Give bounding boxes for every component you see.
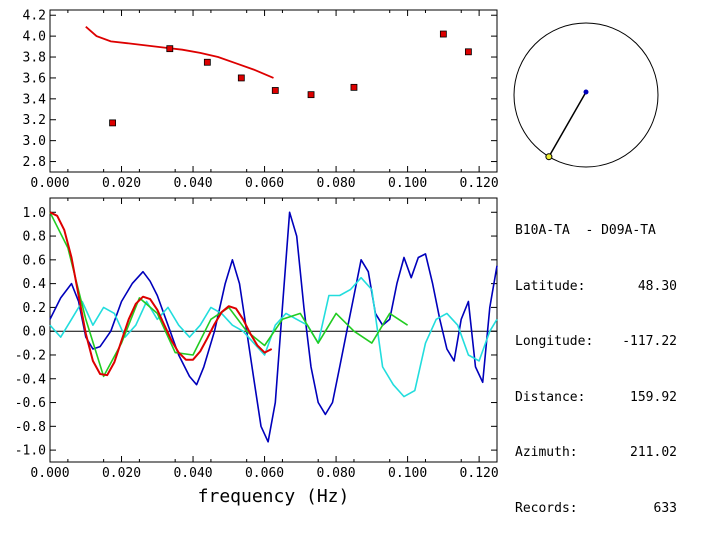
top-ytick-label: 2.8 bbox=[23, 155, 46, 170]
model-curve bbox=[85, 26, 274, 79]
data-point bbox=[203, 58, 211, 66]
bottom-ytick-label: 0.6 bbox=[23, 253, 46, 268]
data-point bbox=[109, 119, 116, 127]
longitude-value: -117.22 bbox=[622, 334, 677, 349]
correlation-line-chart: 0.000 0.020 0.040 0.060 0.080 0.100 0.120 1.0 0.… bbox=[15, 197, 499, 507]
top-xtick-label: 0.060 bbox=[245, 176, 284, 191]
velocity-scatter-chart: 0.000 0.020 0.040 0.060 0.080 0.100 0.120 2.8 3.… bbox=[23, 9, 499, 191]
info-row-records: Records: 633 bbox=[515, 500, 677, 519]
bottom-ytick-label: 0.4 bbox=[23, 277, 47, 292]
longitude-label: Longitude: bbox=[515, 334, 594, 349]
bottom-ytick-label: 0.8 bbox=[23, 230, 46, 245]
azimuth-dial-tip bbox=[545, 153, 553, 161]
azimuth-dial-circle bbox=[513, 22, 659, 168]
data-point bbox=[166, 45, 174, 53]
bottom-xtick-label: 0.020 bbox=[102, 466, 141, 481]
bottom-ytick-label: -0.4 bbox=[15, 372, 46, 387]
info-row-latitude: Latitude: 48.30 bbox=[515, 278, 677, 297]
top-ytick-label: 3.0 bbox=[23, 134, 46, 149]
station-pair-title: B10A-TA - D09A-TA bbox=[515, 223, 656, 238]
info-row-distance: Distance: 159.92 bbox=[515, 389, 677, 408]
top-ytick-label: 4.0 bbox=[23, 30, 46, 45]
latitude-label: Latitude: bbox=[515, 278, 586, 294]
bottom-ytick-label: 0.2 bbox=[23, 301, 46, 316]
bottom-xtick-label: 0.120 bbox=[460, 466, 499, 481]
bottom-ytick-label: -0.6 bbox=[15, 396, 46, 411]
top-xtick-label: 0.080 bbox=[317, 176, 356, 191]
series-line-cyan bbox=[49, 276, 498, 398]
bottom-xtick-label: 0.080 bbox=[317, 466, 356, 481]
bottom-xtick-label: 0.000 bbox=[30, 466, 69, 481]
top-xtick-label: 0.020 bbox=[102, 176, 141, 191]
station-info-panel: B10A-TA - D09A-TA Latitude: 48.30 Longit… bbox=[515, 185, 677, 537]
chart-canvas: 0.000 0.020 0.040 0.060 0.080 0.100 0.120 2.8 3.… bbox=[15, 9, 659, 507]
series-line-red bbox=[49, 211, 273, 377]
records-label: Records: bbox=[515, 500, 578, 516]
top-xtick-label: 0.040 bbox=[173, 176, 212, 191]
bottom-ytick-label: -0.8 bbox=[15, 420, 46, 435]
distance-label: Distance: bbox=[515, 389, 586, 405]
azimuth-label: Azimuth: bbox=[515, 445, 578, 460]
bottom-xtick-label: 0.060 bbox=[245, 466, 284, 481]
bottom-frame bbox=[49, 197, 498, 463]
top-xtick-label: 0.100 bbox=[388, 176, 427, 191]
data-point bbox=[307, 91, 315, 99]
bottom-ytick-label: 1.0 bbox=[23, 206, 46, 221]
top-frame bbox=[49, 9, 498, 173]
bottom-xtick-label: 0.040 bbox=[173, 466, 212, 481]
series-line-blue bbox=[49, 211, 498, 443]
bottom-ytick-label: -1.0 bbox=[15, 444, 46, 459]
top-ytick-label: 3.6 bbox=[23, 71, 46, 86]
azimuth-value: 211.02 bbox=[630, 445, 677, 460]
data-point bbox=[237, 74, 245, 82]
data-point bbox=[271, 87, 279, 94]
x-axis-title: frequency (Hz) bbox=[198, 486, 350, 507]
info-row-longitude: Longitude: -117.22 bbox=[515, 333, 677, 352]
bottom-xtick-label: 0.100 bbox=[388, 466, 427, 481]
data-point bbox=[350, 83, 358, 91]
top-ytick-label: 3.4 bbox=[23, 92, 47, 107]
azimuth-dial-needle bbox=[548, 91, 587, 158]
distance-value: 159.92 bbox=[630, 389, 677, 405]
top-xtick-label: 0.000 bbox=[30, 176, 69, 191]
bottom-ytick-label: 0.0 bbox=[23, 325, 46, 340]
top-xtick-label: 0.120 bbox=[460, 176, 499, 191]
data-point bbox=[464, 48, 472, 56]
top-ytick-label: 4.2 bbox=[23, 9, 46, 24]
info-row-azimuth: Azimuth: 211.02 bbox=[515, 444, 677, 463]
data-point bbox=[439, 30, 447, 38]
top-ytick-label: 3.2 bbox=[23, 113, 46, 128]
bottom-ytick-label: -0.2 bbox=[15, 348, 46, 363]
records-value: 633 bbox=[653, 500, 677, 516]
latitude-value: 48.30 bbox=[637, 278, 677, 294]
azimuth-dial-center bbox=[583, 89, 589, 95]
top-ytick-label: 3.8 bbox=[23, 51, 46, 66]
